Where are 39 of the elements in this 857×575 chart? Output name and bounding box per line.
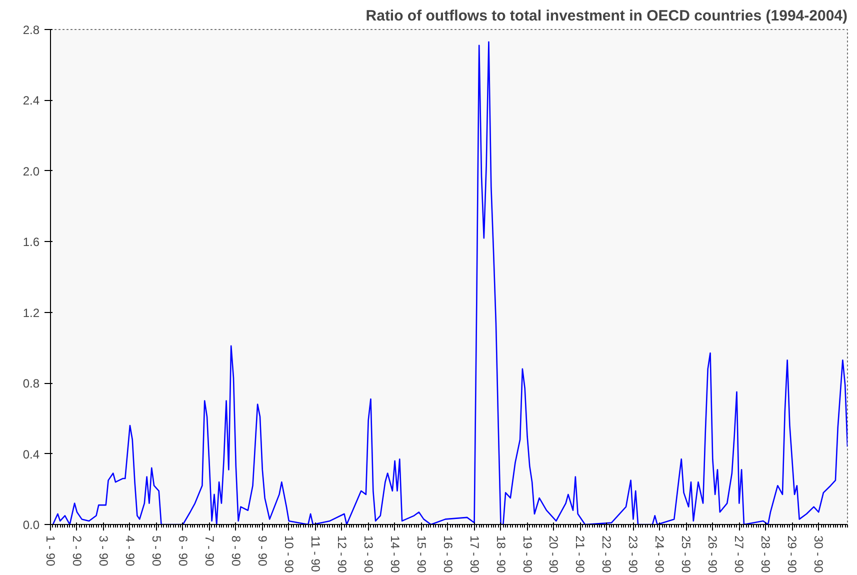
- x-tick-label: 18 - 90: [494, 536, 508, 574]
- x-tick-label: 20 - 90: [546, 536, 561, 574]
- x-tick-label: 29 - 90: [785, 536, 800, 574]
- x-tick-label: 28 - 90: [758, 536, 773, 574]
- x-tick-label: 1 - 90: [44, 536, 58, 567]
- x-tick-label: 19 - 90: [520, 536, 534, 574]
- x-tick-label: 3 - 90: [96, 536, 110, 567]
- x-tick-label: 8 - 90: [228, 536, 243, 567]
- x-tick-label: 12 - 90: [334, 536, 349, 574]
- x-tick-label: 21 - 90: [573, 536, 588, 574]
- x-tick-label: 11 - 90: [308, 536, 322, 572]
- x-tick-label: 24 - 90: [652, 536, 667, 574]
- y-tick-label: 0.0: [22, 518, 40, 532]
- x-tick-label: 4 - 90: [122, 536, 137, 567]
- x-tick-label: 30 - 90: [812, 536, 826, 574]
- x-tick-label: 5 - 90: [149, 536, 164, 567]
- y-tick-label: 2.0: [22, 164, 40, 178]
- x-tick-label: 7 - 90: [202, 536, 216, 567]
- x-tick-label: 9 - 90: [255, 536, 270, 567]
- y-tick-label: 2.8: [22, 23, 40, 37]
- y-tick-label: 2.4: [22, 94, 40, 108]
- x-tick-label: 22 - 90: [600, 536, 614, 574]
- y-tick-label: 1.6: [22, 235, 40, 250]
- x-tick-label: 15 - 90: [414, 536, 428, 574]
- x-tick-label: 14 - 90: [388, 536, 402, 574]
- y-tick-label: 0.4: [22, 447, 40, 462]
- y-tick-label: 0.8: [22, 376, 40, 391]
- x-tick-label: 27 - 90: [732, 536, 746, 574]
- x-tick-label: 16 - 90: [440, 536, 455, 574]
- x-tick-label: 25 - 90: [679, 536, 694, 574]
- chart-title: Ratio of outflows to total investment in OECD countries (1994-2004): [366, 8, 848, 24]
- x-tick-label: 2 - 90: [70, 536, 84, 567]
- x-tick-label: 23 - 90: [626, 536, 640, 574]
- y-tick-label: 1.2: [22, 306, 40, 320]
- x-tick-label: 13 - 90: [361, 536, 376, 574]
- x-tick-label: 26 - 90: [706, 536, 720, 574]
- x-tick-label: 17 - 90: [467, 536, 482, 574]
- x-tick-label: 6 - 90: [176, 536, 190, 567]
- x-tick-label: 10 - 90: [282, 536, 296, 574]
